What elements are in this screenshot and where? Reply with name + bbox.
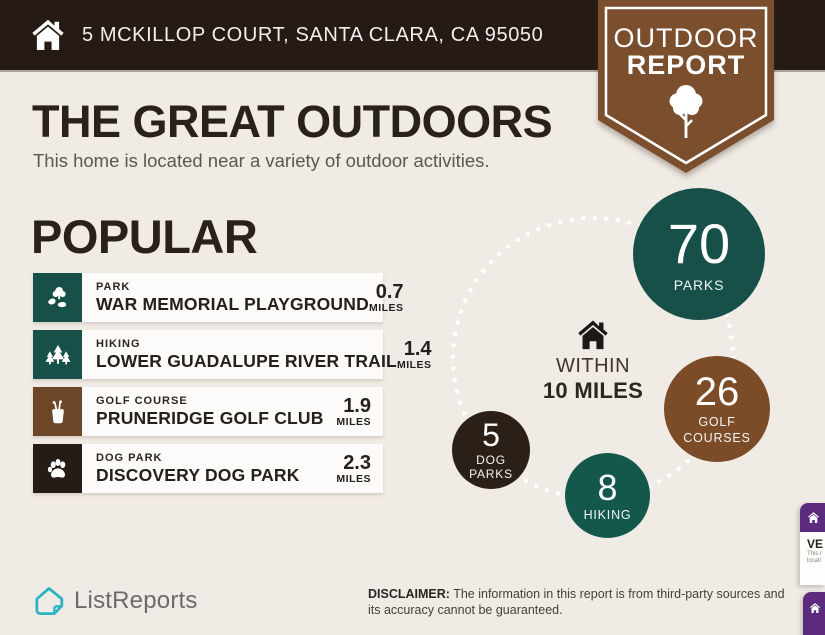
stat-value: 26 [694, 369, 740, 414]
preview-card-title: VE [807, 537, 824, 551]
property-address: 5 MCKILLOP COURT, SANTA CLARA, CA 95050 [82, 23, 544, 46]
golf-bag-icon [51, 399, 64, 423]
item-category: DOG PARK [96, 451, 163, 464]
pine-trees-icon [45, 344, 70, 364]
stat-bubble-golf-courses: 26 GOLF COURSES [664, 356, 770, 462]
stat-bubble-hiking: 8 HIKING [565, 453, 650, 538]
next-report-preview-card[interactable]: VE This r locati [800, 503, 825, 585]
item-distance: 1.4 [403, 337, 432, 360]
brand-name: ListReports [74, 587, 198, 614]
item-category: GOLF COURSE [96, 394, 188, 407]
stat-value: 8 [597, 466, 618, 508]
stat-label: PARKS [673, 276, 725, 293]
item-name: DISCOVERY DOG PARK [96, 464, 300, 485]
radius-within-label: WITHIN [555, 355, 631, 377]
stat-bubble-dog-parks: 5 DOG PARKS [452, 411, 530, 489]
listreports-brand: ListReports [33, 585, 198, 617]
badge-pennant-shape [598, 0, 774, 173]
list-item-park: PARK WAR MEMORIAL PLAYGROUND 0.7 MILES [33, 273, 404, 322]
next-report-preview-bar[interactable] [803, 592, 825, 635]
stat-label: GOLF COURSES [683, 414, 751, 445]
item-category: PARK [96, 280, 131, 293]
radius-distance-label: 10 MILES [542, 378, 644, 403]
home-icon [808, 512, 819, 523]
paw-icon [47, 458, 65, 478]
radius-center: WITHIN 10 MILES [523, 318, 663, 404]
item-distance: 2.3 [343, 451, 371, 474]
item-distance-unit: MILES [336, 415, 371, 428]
list-item-dogpark: DOG PARK DISCOVERY DOG PARK 2.3 MILES [33, 444, 383, 493]
item-category: HIKING [96, 337, 141, 350]
item-name: PRUNERIDGE GOLF CLUB [96, 407, 324, 428]
stat-label: DOG PARKS [469, 452, 513, 481]
popular-list: PARK WAR MEMORIAL PLAYGROUND 0.7 MILES H… [33, 273, 432, 501]
home-icon [32, 19, 64, 50]
page-subtitle: This home is located near a variety of o… [33, 150, 490, 171]
preview-card-header [800, 503, 825, 532]
badge-title-line1: OUTDOOR [613, 23, 759, 53]
disclaimer-label: DISCLAIMER: [368, 587, 450, 601]
list-item-golf: GOLF COURSE PRUNERIDGE GOLF CLUB 1.9 MIL… [33, 387, 383, 436]
badge-title-line2: REPORT [626, 50, 746, 80]
disclaimer-text: DISCLAIMER: The information in this repo… [368, 587, 785, 617]
item-distance-unit: MILES [368, 301, 404, 314]
item-name: LOWER GUADALUPE RIVER TRAIL [96, 350, 397, 371]
outdoor-report-badge: OUTDOOR REPORT [598, 0, 774, 176]
item-name: WAR MEMORIAL PLAYGROUND [96, 293, 369, 314]
page-title: THE GREAT OUTDOORS [32, 96, 553, 147]
item-distance-unit: MILES [396, 358, 432, 371]
listreports-logo-icon [35, 587, 64, 615]
item-distance-unit: MILES [336, 472, 371, 485]
home-icon [578, 320, 608, 350]
list-item-hiking: HIKING LOWER GUADALUPE RIVER TRAIL 1.4 M… [33, 330, 432, 379]
item-distance: 1.9 [343, 394, 371, 417]
tree-icon [669, 85, 703, 138]
preview-card-body: VE This r locati [807, 537, 824, 564]
playground-icon [47, 286, 66, 307]
popular-heading: POPULAR [31, 210, 258, 263]
stat-value: 70 [667, 211, 731, 275]
stat-value: 5 [482, 416, 500, 453]
home-icon [810, 603, 820, 613]
item-distance: 0.7 [375, 280, 404, 303]
stat-bubble-parks: 70 PARKS [633, 188, 765, 320]
stat-label: HIKING [583, 507, 632, 522]
